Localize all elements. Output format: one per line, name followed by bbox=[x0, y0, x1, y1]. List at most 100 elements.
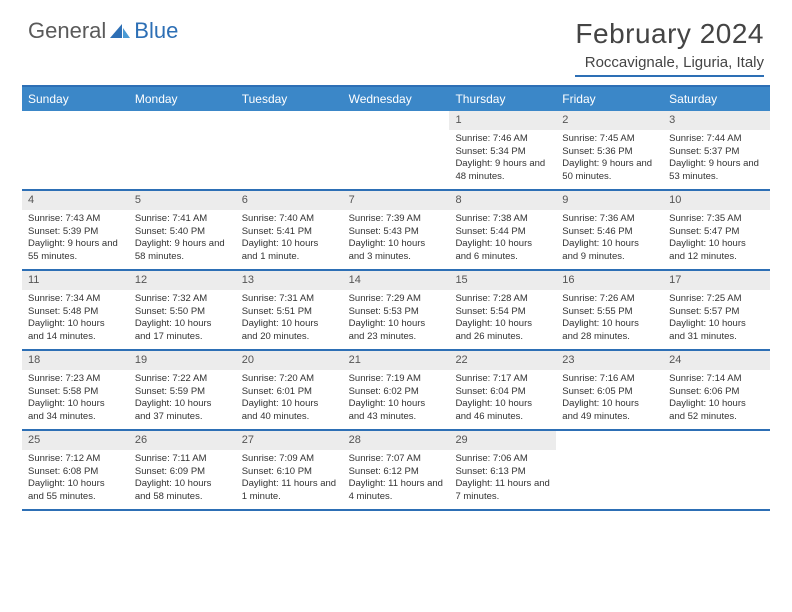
day-number bbox=[22, 111, 129, 115]
sunrise-text: Sunrise: 7:09 AM bbox=[242, 453, 337, 466]
sunrise-text: Sunrise: 7:36 AM bbox=[562, 213, 657, 226]
day-header: Monday bbox=[129, 87, 236, 111]
day-number: 12 bbox=[129, 271, 236, 290]
sunset-text: Sunset: 6:10 PM bbox=[242, 466, 337, 479]
day-cell: 13Sunrise: 7:31 AMSunset: 5:51 PMDayligh… bbox=[236, 271, 343, 349]
day-number: 8 bbox=[449, 191, 556, 210]
sunrise-text: Sunrise: 7:22 AM bbox=[135, 373, 230, 386]
calendar: SundayMondayTuesdayWednesdayThursdayFrid… bbox=[22, 87, 770, 511]
day-cell: 23Sunrise: 7:16 AMSunset: 6:05 PMDayligh… bbox=[556, 351, 663, 429]
day-cell: 2Sunrise: 7:45 AMSunset: 5:36 PMDaylight… bbox=[556, 111, 663, 189]
sunset-text: Sunset: 5:43 PM bbox=[349, 226, 444, 239]
daylight-text: Daylight: 9 hours and 55 minutes. bbox=[28, 238, 123, 264]
daylight-text: Daylight: 10 hours and 12 minutes. bbox=[669, 238, 764, 264]
week-row: 11Sunrise: 7:34 AMSunset: 5:48 PMDayligh… bbox=[22, 271, 770, 351]
sunrise-text: Sunrise: 7:25 AM bbox=[669, 293, 764, 306]
sunset-text: Sunset: 5:53 PM bbox=[349, 306, 444, 319]
sunset-text: Sunset: 5:44 PM bbox=[455, 226, 550, 239]
sunrise-text: Sunrise: 7:11 AM bbox=[135, 453, 230, 466]
sunset-text: Sunset: 5:58 PM bbox=[28, 386, 123, 399]
day-header: Wednesday bbox=[343, 87, 450, 111]
day-cell: 26Sunrise: 7:11 AMSunset: 6:09 PMDayligh… bbox=[129, 431, 236, 509]
day-cell bbox=[343, 111, 450, 189]
day-body: Sunrise: 7:36 AMSunset: 5:46 PMDaylight:… bbox=[556, 210, 663, 268]
daylight-text: Daylight: 10 hours and 14 minutes. bbox=[28, 318, 123, 344]
day-cell: 27Sunrise: 7:09 AMSunset: 6:10 PMDayligh… bbox=[236, 431, 343, 509]
day-body: Sunrise: 7:31 AMSunset: 5:51 PMDaylight:… bbox=[236, 290, 343, 348]
sunset-text: Sunset: 6:12 PM bbox=[349, 466, 444, 479]
day-cell: 11Sunrise: 7:34 AMSunset: 5:48 PMDayligh… bbox=[22, 271, 129, 349]
day-body: Sunrise: 7:22 AMSunset: 5:59 PMDaylight:… bbox=[129, 370, 236, 428]
sunset-text: Sunset: 6:02 PM bbox=[349, 386, 444, 399]
day-number: 9 bbox=[556, 191, 663, 210]
sunrise-text: Sunrise: 7:44 AM bbox=[669, 133, 764, 146]
day-cell: 22Sunrise: 7:17 AMSunset: 6:04 PMDayligh… bbox=[449, 351, 556, 429]
day-cell: 18Sunrise: 7:23 AMSunset: 5:58 PMDayligh… bbox=[22, 351, 129, 429]
sunset-text: Sunset: 5:59 PM bbox=[135, 386, 230, 399]
day-number: 11 bbox=[22, 271, 129, 290]
daylight-text: Daylight: 10 hours and 40 minutes. bbox=[242, 398, 337, 424]
day-body: Sunrise: 7:43 AMSunset: 5:39 PMDaylight:… bbox=[22, 210, 129, 268]
daylight-text: Daylight: 9 hours and 50 minutes. bbox=[562, 158, 657, 184]
day-cell: 12Sunrise: 7:32 AMSunset: 5:50 PMDayligh… bbox=[129, 271, 236, 349]
daylight-text: Daylight: 10 hours and 52 minutes. bbox=[669, 398, 764, 424]
day-cell bbox=[236, 111, 343, 189]
day-cell bbox=[22, 111, 129, 189]
day-number: 4 bbox=[22, 191, 129, 210]
location-text: Roccavignale, Liguria, Italy bbox=[575, 54, 764, 77]
sunset-text: Sunset: 6:04 PM bbox=[455, 386, 550, 399]
day-number: 20 bbox=[236, 351, 343, 370]
daylight-text: Daylight: 9 hours and 58 minutes. bbox=[135, 238, 230, 264]
day-number: 3 bbox=[663, 111, 770, 130]
daylight-text: Daylight: 10 hours and 1 minute. bbox=[242, 238, 337, 264]
sunrise-text: Sunrise: 7:23 AM bbox=[28, 373, 123, 386]
day-number bbox=[129, 111, 236, 115]
day-cell bbox=[129, 111, 236, 189]
week-row: 25Sunrise: 7:12 AMSunset: 6:08 PMDayligh… bbox=[22, 431, 770, 511]
sunrise-text: Sunrise: 7:16 AM bbox=[562, 373, 657, 386]
day-body: Sunrise: 7:34 AMSunset: 5:48 PMDaylight:… bbox=[22, 290, 129, 348]
day-cell: 29Sunrise: 7:06 AMSunset: 6:13 PMDayligh… bbox=[449, 431, 556, 509]
day-number: 1 bbox=[449, 111, 556, 130]
day-number: 26 bbox=[129, 431, 236, 450]
day-number: 6 bbox=[236, 191, 343, 210]
day-header: Saturday bbox=[663, 87, 770, 111]
day-number: 7 bbox=[343, 191, 450, 210]
sunset-text: Sunset: 5:34 PM bbox=[455, 146, 550, 159]
day-number: 16 bbox=[556, 271, 663, 290]
day-body: Sunrise: 7:19 AMSunset: 6:02 PMDaylight:… bbox=[343, 370, 450, 428]
day-cell: 25Sunrise: 7:12 AMSunset: 6:08 PMDayligh… bbox=[22, 431, 129, 509]
day-number: 17 bbox=[663, 271, 770, 290]
day-body: Sunrise: 7:35 AMSunset: 5:47 PMDaylight:… bbox=[663, 210, 770, 268]
day-cell: 6 Sunrise: 7:40 AMSunset: 5:41 PMDaylight… bbox=[236, 191, 343, 269]
day-cell: 24Sunrise: 7:14 AMSunset: 6:06 PMDayligh… bbox=[663, 351, 770, 429]
day-cell: 9Sunrise: 7:36 AMSunset: 5:46 PMDaylight… bbox=[556, 191, 663, 269]
sunrise-text: Sunrise: 7:29 AM bbox=[349, 293, 444, 306]
sunrise-text: Sunrise: 7:40 AM bbox=[242, 213, 337, 226]
day-number: 24 bbox=[663, 351, 770, 370]
day-cell bbox=[663, 431, 770, 509]
sunset-text: Sunset: 5:41 PM bbox=[242, 226, 337, 239]
sunset-text: Sunset: 6:09 PM bbox=[135, 466, 230, 479]
daylight-text: Daylight: 10 hours and 46 minutes. bbox=[455, 398, 550, 424]
sunrise-text: Sunrise: 7:38 AM bbox=[455, 213, 550, 226]
sunset-text: Sunset: 6:06 PM bbox=[669, 386, 764, 399]
sunrise-text: Sunrise: 7:39 AM bbox=[349, 213, 444, 226]
sunrise-text: Sunrise: 7:41 AM bbox=[135, 213, 230, 226]
sunset-text: Sunset: 5:48 PM bbox=[28, 306, 123, 319]
day-body: Sunrise: 7:39 AMSunset: 5:43 PMDaylight:… bbox=[343, 210, 450, 268]
day-number bbox=[236, 111, 343, 115]
sunrise-text: Sunrise: 7:32 AM bbox=[135, 293, 230, 306]
day-number: 19 bbox=[129, 351, 236, 370]
daylight-text: Daylight: 11 hours and 1 minute. bbox=[242, 478, 337, 504]
sunset-text: Sunset: 6:08 PM bbox=[28, 466, 123, 479]
day-number: 15 bbox=[449, 271, 556, 290]
sail-icon bbox=[108, 22, 132, 40]
sunrise-text: Sunrise: 7:17 AM bbox=[455, 373, 550, 386]
day-cell: 10Sunrise: 7:35 AMSunset: 5:47 PMDayligh… bbox=[663, 191, 770, 269]
day-body: Sunrise: 7:09 AMSunset: 6:10 PMDaylight:… bbox=[236, 450, 343, 508]
day-cell: 16Sunrise: 7:26 AMSunset: 5:55 PMDayligh… bbox=[556, 271, 663, 349]
day-header: Sunday bbox=[22, 87, 129, 111]
daylight-text: Daylight: 10 hours and 31 minutes. bbox=[669, 318, 764, 344]
day-cell: 14Sunrise: 7:29 AMSunset: 5:53 PMDayligh… bbox=[343, 271, 450, 349]
